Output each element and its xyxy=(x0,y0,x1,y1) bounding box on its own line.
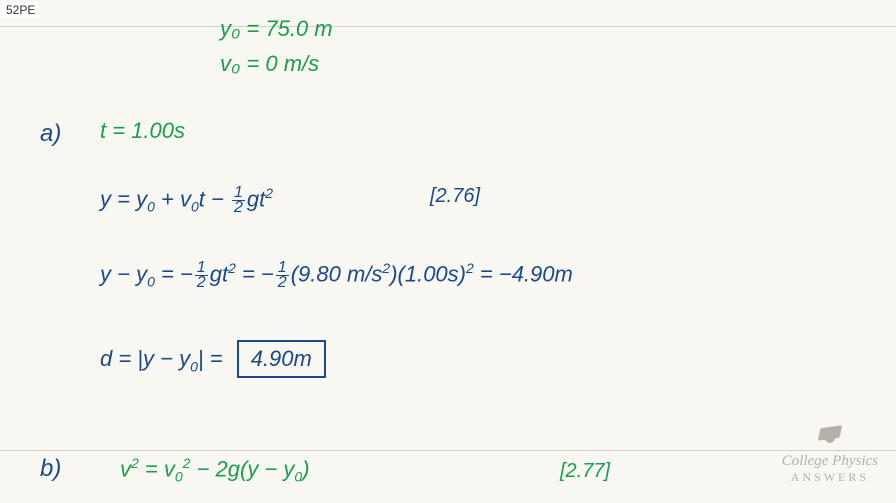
equation-reference-1: [2.76] xyxy=(430,185,480,208)
given-v0: v₀ = 0 m/s xyxy=(220,47,333,80)
graduation-cap-icon xyxy=(782,425,878,451)
part-b-label: b) xyxy=(40,455,61,483)
handwritten-page: 52PE y₀ = 75.0 m v₀ = 0 m/s a) t = 1.00s… xyxy=(0,0,896,503)
kinematic-equation-1: y = y0 + v0t − 12gt2 xyxy=(100,185,273,215)
distance-result: d = |y − y0| = 4.90m xyxy=(100,340,326,378)
watermark-subtitle: ANSWERS xyxy=(782,470,878,485)
rule-line-bottom xyxy=(0,450,896,451)
watermark-title: College Physics xyxy=(782,453,878,470)
velocity-equation: v2 = v02 − 2g(y − y0) xyxy=(120,455,310,485)
part-a-label: a) xyxy=(40,120,61,148)
rule-line-top xyxy=(0,26,896,27)
displacement-calculation: y − y0 = −12gt2 = −12(9.80 m/s2)(1.00s)2… xyxy=(100,260,573,290)
given-y0: y₀ = 75.0 m xyxy=(220,12,333,45)
boxed-answer: 4.90m xyxy=(237,340,326,378)
watermark-logo: College Physics ANSWERS xyxy=(782,425,878,485)
part-a-time: t = 1.00s xyxy=(100,118,185,144)
given-values: y₀ = 75.0 m v₀ = 0 m/s xyxy=(220,12,333,82)
problem-number-label: 52PE xyxy=(2,2,39,18)
equation-reference-2: [2.77] xyxy=(560,460,610,483)
